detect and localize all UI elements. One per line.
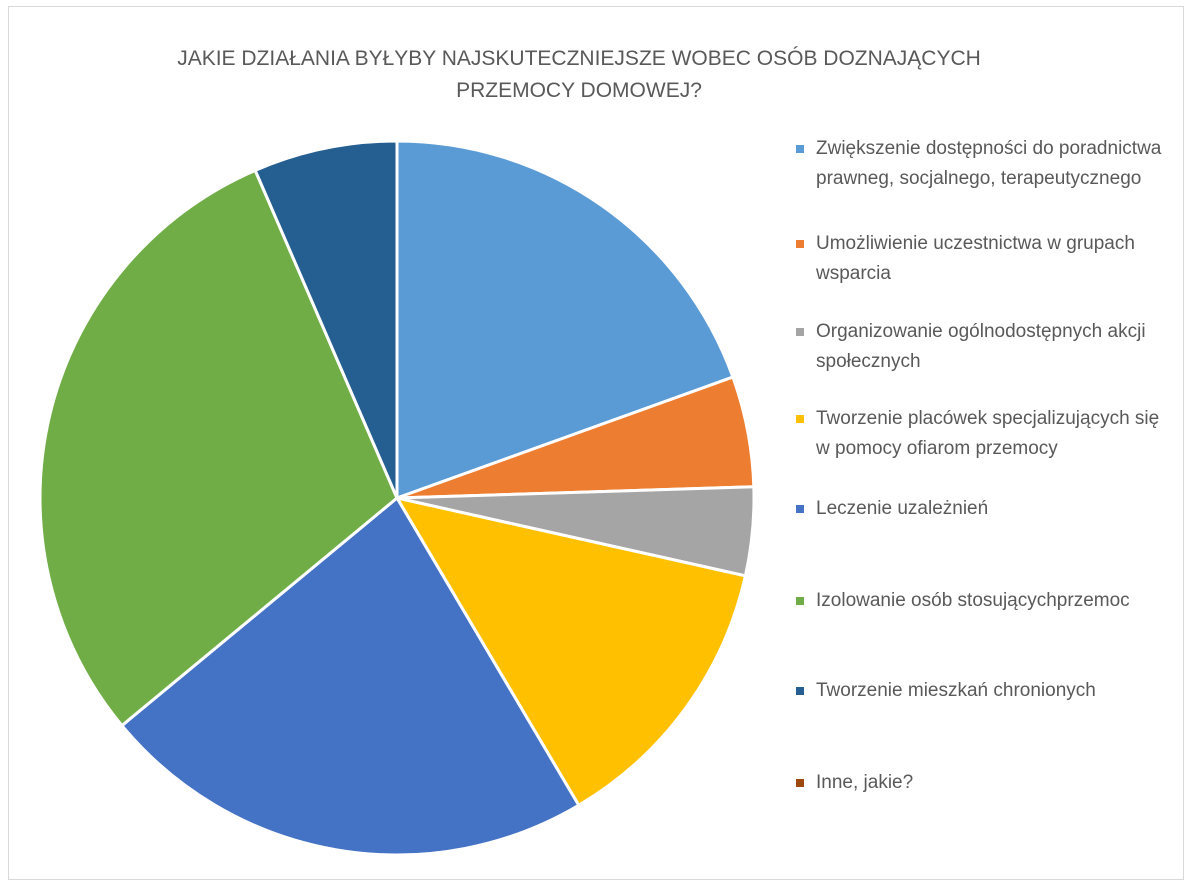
- legend-swatch-3: [796, 328, 804, 336]
- legend-label-8: Inne, jakie?: [816, 772, 914, 793]
- legend-label-5: Leczenie uzależnień: [816, 498, 989, 519]
- chart-title-line-2: PRZEMOCY DOMOWEJ?: [456, 79, 702, 102]
- pie-slice-7: [253, 139, 399, 500]
- legend-swatch-6: [796, 597, 804, 605]
- pie-slice-6: [38, 168, 399, 728]
- legend-item-7: Tworzenie mieszkań chronionych: [796, 676, 1176, 706]
- legend-label-1: Zwiększenie dostępności do poradnictwa p…: [816, 138, 1162, 189]
- legend-item-5: Leczenie uzależnień: [796, 494, 1176, 524]
- legend-swatch-4: [796, 415, 804, 423]
- legend-item-6: Izolowanie osób stosującychprzemoc: [796, 586, 1176, 616]
- pie-slice-4: [395, 496, 747, 807]
- pie-slice-5: [120, 496, 581, 857]
- legend-item-1: Zwiększenie dostępności do poradnictwa p…: [796, 134, 1176, 194]
- legend-label-2: Umożliwienie uczestnictwa w grupach wspa…: [816, 233, 1135, 284]
- legend-label-4: Tworzenie placówek specjalizujących się …: [816, 408, 1160, 459]
- legend-swatch-2: [796, 240, 804, 248]
- legend-swatch-5: [796, 505, 804, 513]
- legend-swatch-7: [796, 687, 804, 695]
- legend-label-7: Tworzenie mieszkań chronionych: [816, 680, 1096, 701]
- legend-label-3: Organizowanie ogólnodostępnych akcji spo…: [816, 321, 1146, 372]
- legend-item-3: Organizowanie ogólnodostępnych akcji spo…: [796, 317, 1176, 377]
- chart-title-line-1: JAKIE DZIAŁANIA BYŁYBY NAJSKUTECZNIEJSZE…: [177, 47, 981, 70]
- legend-item-2: Umożliwienie uczestnictwa w grupach wspa…: [796, 229, 1176, 289]
- legend-item-8: Inne, jakie?: [796, 768, 1176, 798]
- legend-label-6: Izolowanie osób stosującychprzemoc: [816, 590, 1130, 611]
- pie-slice-1: [395, 139, 735, 500]
- chart-title: JAKIE DZIAŁANIA BYŁYBY NAJSKUTECZNIEJSZE…: [69, 43, 1089, 107]
- legend-swatch-8: [796, 779, 804, 787]
- legend-swatch-1: [796, 145, 804, 153]
- legend-item-4: Tworzenie placówek specjalizujących się …: [796, 404, 1176, 464]
